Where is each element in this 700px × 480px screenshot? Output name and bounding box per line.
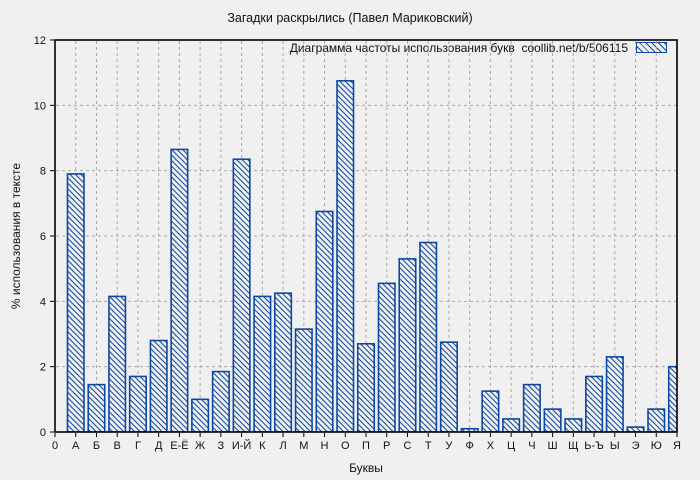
axis-ticks	[50, 39, 678, 437]
x-tick-label: Ш	[548, 440, 558, 452]
x-tick-label: Ц	[507, 440, 515, 452]
bar-Ы	[605, 356, 624, 432]
bar-Г	[128, 375, 147, 432]
x-tick-label: О	[341, 440, 350, 452]
bar-Б	[87, 383, 106, 432]
x-tick-label: И-Й	[232, 439, 251, 452]
y-tick-label: 4	[40, 296, 46, 308]
bar-Е-Ё	[170, 148, 189, 432]
x-tick-label: М	[299, 440, 308, 452]
x-tick-label: Е-Ё	[170, 440, 188, 452]
x-tick-label: Г	[135, 440, 141, 452]
bar-Щ	[564, 418, 583, 432]
x-tick-label: Х	[487, 440, 495, 452]
bar-С	[398, 258, 417, 432]
x-tick-label: Д	[155, 440, 163, 452]
x-tick-label: Ю	[651, 440, 662, 452]
x-axis-title: Буквы	[349, 461, 383, 475]
x-tick-label: К	[259, 440, 266, 452]
x-tick-labels: 0 А Б В Г Д Е-Ё Ж З И-Й К Л М Н О П Р С Т У Ф Х Ц Ч Ш Щ Ь-Ъ Ы Э Ю Я	[52, 439, 681, 452]
bar-Ю	[647, 408, 666, 432]
x-tick-label: Ж	[195, 440, 205, 452]
bar-Ж	[191, 398, 210, 432]
bar-Д	[149, 339, 168, 432]
bar-Э	[626, 426, 645, 432]
x-tick-label-origin: 0	[52, 440, 58, 452]
bar-И-Й	[232, 158, 251, 432]
bar-Я	[667, 365, 677, 432]
y-tick-label: 0	[40, 427, 46, 439]
plot-border	[54, 39, 678, 433]
y-tick-label: 8	[40, 166, 46, 178]
x-tick-label: А	[72, 440, 80, 452]
x-tick-label: Ф	[465, 440, 473, 452]
bar-Ч	[522, 383, 541, 432]
x-tick-label: П	[362, 440, 370, 452]
legend-swatch-hatch-icon	[636, 42, 667, 53]
bar-З	[211, 370, 230, 432]
chart-title: Загадки раскрылись (Павел Мариковский)	[227, 11, 473, 25]
legend-label: Диаграмма частоты использования букв coo…	[289, 40, 628, 55]
x-tick-label: Ч	[528, 440, 535, 452]
x-tick-label: З	[218, 440, 225, 452]
bar-А	[66, 173, 85, 432]
x-tick-label: Р	[383, 440, 390, 452]
bar-Ф	[460, 427, 479, 432]
y-tick-label: 6	[40, 231, 46, 243]
bar-Р	[377, 282, 396, 432]
bar-Ь-Ъ	[585, 375, 604, 432]
bar-У	[439, 341, 458, 432]
y-tick-labels: 0 2 4 6 8 10 12	[34, 35, 46, 439]
bar-П	[356, 342, 376, 432]
x-tick-label: Ь-Ъ	[584, 440, 604, 452]
legend: Диаграмма частоты использования букв coo…	[289, 40, 667, 55]
bar-О	[336, 80, 355, 432]
bar-В	[108, 295, 127, 432]
x-tick-label: Т	[425, 440, 432, 452]
x-tick-label: У	[445, 440, 453, 452]
y-tick-label: 10	[34, 100, 46, 112]
bar-Х	[481, 390, 500, 432]
bars-series	[66, 80, 677, 432]
y-tick-label: 2	[40, 362, 46, 374]
bar-Н	[315, 210, 334, 432]
x-tick-label: Б	[93, 440, 100, 452]
bar-М	[294, 328, 313, 432]
bar-Ц	[502, 418, 521, 432]
x-tick-label: С	[403, 440, 411, 452]
y-tick-label: 12	[34, 35, 46, 47]
x-tick-label: Щ	[568, 440, 578, 452]
x-tick-label: Н	[321, 440, 329, 452]
bar-Ш	[543, 408, 562, 432]
bar-Л	[274, 292, 293, 432]
x-tick-label: В	[114, 440, 121, 452]
bar-К	[253, 295, 272, 432]
x-tick-label: Л	[279, 440, 286, 452]
x-tick-label: Ы	[610, 440, 620, 452]
x-tick-label: Э	[632, 440, 640, 452]
bar-Т	[419, 241, 438, 432]
x-tick-label: Я	[673, 440, 681, 452]
